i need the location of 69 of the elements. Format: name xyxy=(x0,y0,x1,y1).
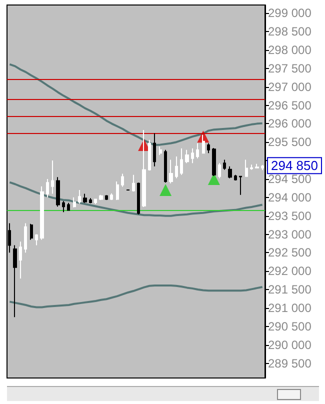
candlestick xyxy=(180,148,183,176)
candlestick xyxy=(73,196,76,208)
y-tick-label: 293 000 xyxy=(268,227,312,242)
candlestick xyxy=(212,148,216,177)
candlestick xyxy=(67,202,70,211)
candlestick xyxy=(255,163,259,169)
candlestick xyxy=(207,142,210,154)
candlestick xyxy=(56,176,60,208)
candlestick xyxy=(110,192,113,200)
y-tick-label: 289 500 xyxy=(268,356,312,370)
candlestick xyxy=(51,160,54,194)
candlestick xyxy=(202,134,205,154)
candlestick xyxy=(223,159,226,170)
candlestick xyxy=(175,156,178,179)
y-tick-label: 294 500 xyxy=(268,172,312,186)
candlestick xyxy=(239,176,242,196)
candlestick xyxy=(46,178,49,198)
candlestick xyxy=(196,142,199,159)
candlestick xyxy=(105,194,108,200)
candlestick xyxy=(148,139,151,171)
y-tick-label: 290 500 xyxy=(268,319,312,334)
candlestick xyxy=(116,181,119,200)
candlestick xyxy=(62,200,65,213)
candlestick xyxy=(132,174,135,192)
candlestick xyxy=(191,148,194,164)
y-tick-label: 296 500 xyxy=(268,98,312,112)
candlestick xyxy=(13,244,17,318)
line-series xyxy=(8,181,264,217)
text: 294 850 xyxy=(271,158,318,174)
y-tick-label: 298 000 xyxy=(268,42,312,57)
candlestick xyxy=(218,162,221,179)
candlestick xyxy=(35,234,38,246)
candlestick xyxy=(245,159,248,177)
candlestick xyxy=(24,222,27,254)
y-tick-label: 297 000 xyxy=(268,80,312,94)
candlestick xyxy=(137,182,140,215)
candlestick xyxy=(169,159,173,184)
candlestick xyxy=(89,198,92,204)
y-tick-label: 291 000 xyxy=(268,300,312,315)
candlestick xyxy=(83,193,87,204)
y-tick-label: 298 500 xyxy=(268,24,312,39)
y-tick-label: 296 000 xyxy=(268,116,312,131)
candlestick xyxy=(121,173,124,188)
candlestick xyxy=(234,174,237,181)
candlestick xyxy=(78,190,81,204)
y-tick-label: 295 500 xyxy=(268,135,312,150)
candlestick xyxy=(185,149,189,164)
candlestick xyxy=(228,166,232,179)
line-series xyxy=(8,284,264,308)
candlestick xyxy=(164,149,167,184)
candlestick xyxy=(19,241,22,279)
y-tick-label: 291 500 xyxy=(268,282,312,297)
y-tick-label: 293 500 xyxy=(268,208,312,223)
candlestick xyxy=(30,223,33,240)
y-tick-label: 299 000 xyxy=(268,6,312,20)
y-tick-label: 290 000 xyxy=(268,338,312,352)
candlestick xyxy=(153,132,156,167)
candlestick xyxy=(261,164,264,171)
candlestick xyxy=(40,186,44,240)
y-tick-label: 292 500 xyxy=(268,246,312,260)
candlestick xyxy=(142,129,146,208)
y-tick-label: 294 000 xyxy=(268,190,312,204)
candlestick xyxy=(99,194,103,200)
candlestick xyxy=(94,198,97,205)
point xyxy=(160,184,172,196)
y-tick-label: 297 500 xyxy=(268,61,312,76)
candlestick xyxy=(159,146,162,156)
y-tick-label: 292 000 xyxy=(268,264,312,278)
candlestick xyxy=(250,164,253,170)
